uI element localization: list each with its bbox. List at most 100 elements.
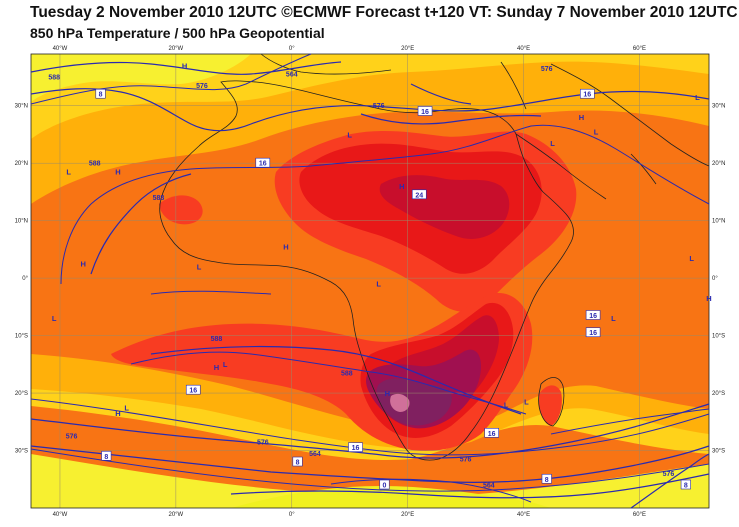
temperature-contour-label-text: 16 <box>421 109 429 116</box>
lon-tick-label-top: 40°W <box>53 46 68 52</box>
temperature-contour-label-text: 0 <box>383 483 387 490</box>
temperature-contour-label: 16 <box>417 106 433 116</box>
lat-tick-label-left: 30°S <box>15 449 28 455</box>
temperature-contour-label-box <box>585 327 601 338</box>
lat-tick-label-left: 0° <box>22 276 28 282</box>
geopotential-contour-label-text: 576 <box>460 457 472 464</box>
lon-tick-label-bottom: 20°W <box>168 512 183 518</box>
low-pressure-marker: L <box>695 93 700 102</box>
geopotential-contour-label: 564 <box>483 483 495 490</box>
low-pressure-marker: L <box>611 314 616 323</box>
temperature-contour-label-text: 16 <box>589 330 597 337</box>
geopotential-contour-label: 576 <box>541 66 553 73</box>
geopotential-isolines <box>30 61 710 509</box>
lon-tick-label-bottom: 40°E <box>517 512 530 518</box>
lat-tick-label-left: 10°N <box>15 219 28 225</box>
temperature-contour-label-text: 16 <box>189 388 197 395</box>
high-pressure-marker: H <box>385 389 390 398</box>
lat-tick-label-right: 20°N <box>712 161 725 167</box>
temperature-contour-label: 16 <box>185 384 201 395</box>
geopotential-contour-label-text: 576 <box>663 471 675 478</box>
geopotential-contour-label: 576 <box>373 103 385 110</box>
temperature-contour-label: 16 <box>484 427 499 438</box>
geopotential-contour-label-text: 576 <box>257 439 269 446</box>
geopotential-contour-label: 564 <box>286 72 298 79</box>
temperature-contour-label-text: 8 <box>545 477 549 484</box>
geopotential-contour-label: 576 <box>663 471 675 478</box>
high-pressure-marker: H <box>115 409 120 418</box>
lat-tick-label-right: 10°N <box>712 219 725 225</box>
temperature-contour-label: 8 <box>101 450 112 461</box>
lat-tick-label-right: 30°S <box>712 449 725 455</box>
temperature-contour-label-box <box>411 189 427 200</box>
temperature-contour-label-text: 16 <box>352 445 360 452</box>
temperature-contour-label: 16 <box>585 310 601 320</box>
geopotential-contour-label-text: 576 <box>196 83 208 90</box>
temperature-contour-label-text: 8 <box>684 483 688 490</box>
low-pressure-marker: L <box>504 400 509 409</box>
geopotential-contour-label-text: 588 <box>48 74 60 81</box>
temperature-contour-label: 8 <box>292 456 303 467</box>
lat-tick-label-left: 20°N <box>15 161 28 167</box>
temperature-contour-label-box <box>379 479 390 490</box>
temperature-contour-label: 8 <box>95 88 106 99</box>
temperature-contour-label-box <box>680 479 691 490</box>
temperature-contour-label-box <box>580 88 595 99</box>
temperature-contour-label-text: 16 <box>583 92 591 99</box>
lat-tick-label-left: 10°S <box>15 334 28 340</box>
band-south-yellow <box>31 454 709 508</box>
geopotential-contour-label-text: 576 <box>66 434 78 441</box>
high-pressure-marker: H <box>182 61 187 70</box>
low-pressure-marker: L <box>376 280 381 289</box>
temperature-contour-label-box <box>417 106 433 116</box>
low-pressure-marker: L <box>689 254 694 263</box>
lat-tick-label-right: 0° <box>712 276 718 282</box>
low-pressure-marker: L <box>124 403 129 412</box>
low-pressure-marker: L <box>223 360 228 369</box>
temperature-contour-label: 16 <box>585 327 601 338</box>
lon-tick-label-bottom: 40°W <box>53 512 68 518</box>
temperature-contour-label-box <box>484 427 499 438</box>
high-pressure-marker: H <box>706 294 711 303</box>
lat-tick-label-right: 10°S <box>712 334 725 340</box>
temperature-contour-label: 16 <box>255 157 271 168</box>
map-subtitle: 850 hPa Temperature / 500 hPa Geopotenti… <box>30 25 325 41</box>
temperature-contour-label-box <box>348 442 363 452</box>
band-north-yellow <box>31 54 251 102</box>
forecast-map: 40°W 40°W 20°W 20°W 0° 0° 20°E 20°E 40°E 40°E 60°E… <box>15 46 726 518</box>
lon-tick-label-top: 20°E <box>401 46 414 52</box>
temperature-contour-label: 0 <box>379 479 390 490</box>
geopotential-contour-label-text: 564 <box>483 483 495 490</box>
geopotential-contour-label-text: 588 <box>153 195 165 202</box>
geopotential-contour-label: 588 <box>48 74 60 81</box>
geopotential-contour-label-text: 564 <box>309 451 321 458</box>
axis-tick-labels: 40°W 40°W 20°W 20°W 0° 0° 20°E 20°E 40°E 40°E 60°E… <box>15 46 726 518</box>
temperature-contour-label-box <box>101 450 112 461</box>
low-pressure-marker: L <box>197 263 202 272</box>
temperature-contour-label: 24 <box>411 189 427 200</box>
band-20-24-madagascar <box>538 385 562 426</box>
lon-tick-label-top: 60°E <box>633 46 646 52</box>
temperature-contour-label: 16 <box>580 88 595 99</box>
geopotential-contour-label-text: 576 <box>541 66 553 73</box>
temperature-contour-label: 8 <box>680 479 691 490</box>
temperature-contour-label-text: 8 <box>104 454 108 461</box>
temperature-contour-label-text: 16 <box>488 431 496 438</box>
lon-tick-label-top: 20°W <box>168 46 183 52</box>
band-36-40 <box>376 378 452 426</box>
high-pressure-marker: H <box>115 168 120 177</box>
geopotential-contour-label-text: 576 <box>373 103 385 110</box>
map-title: Tuesday 2 November 2010 12UTC ©ECMWF For… <box>30 4 738 21</box>
geopotential-contour-label: 564 <box>309 451 321 458</box>
geopotential-contour-label: 588 <box>153 195 165 202</box>
band-20-24-west <box>159 195 203 225</box>
temperature-contour-label-box <box>541 473 552 484</box>
temperature-contour-label-text: 16 <box>589 313 597 320</box>
lat-tick-label-left: 20°S <box>15 391 28 397</box>
geopotential-contour-label: 576 <box>460 457 472 464</box>
high-pressure-marker: H <box>214 363 219 372</box>
lon-tick-label-bottom: 60°E <box>633 512 646 518</box>
low-pressure-marker: L <box>524 398 529 407</box>
geopotential-contour-label: 576 <box>66 434 78 441</box>
